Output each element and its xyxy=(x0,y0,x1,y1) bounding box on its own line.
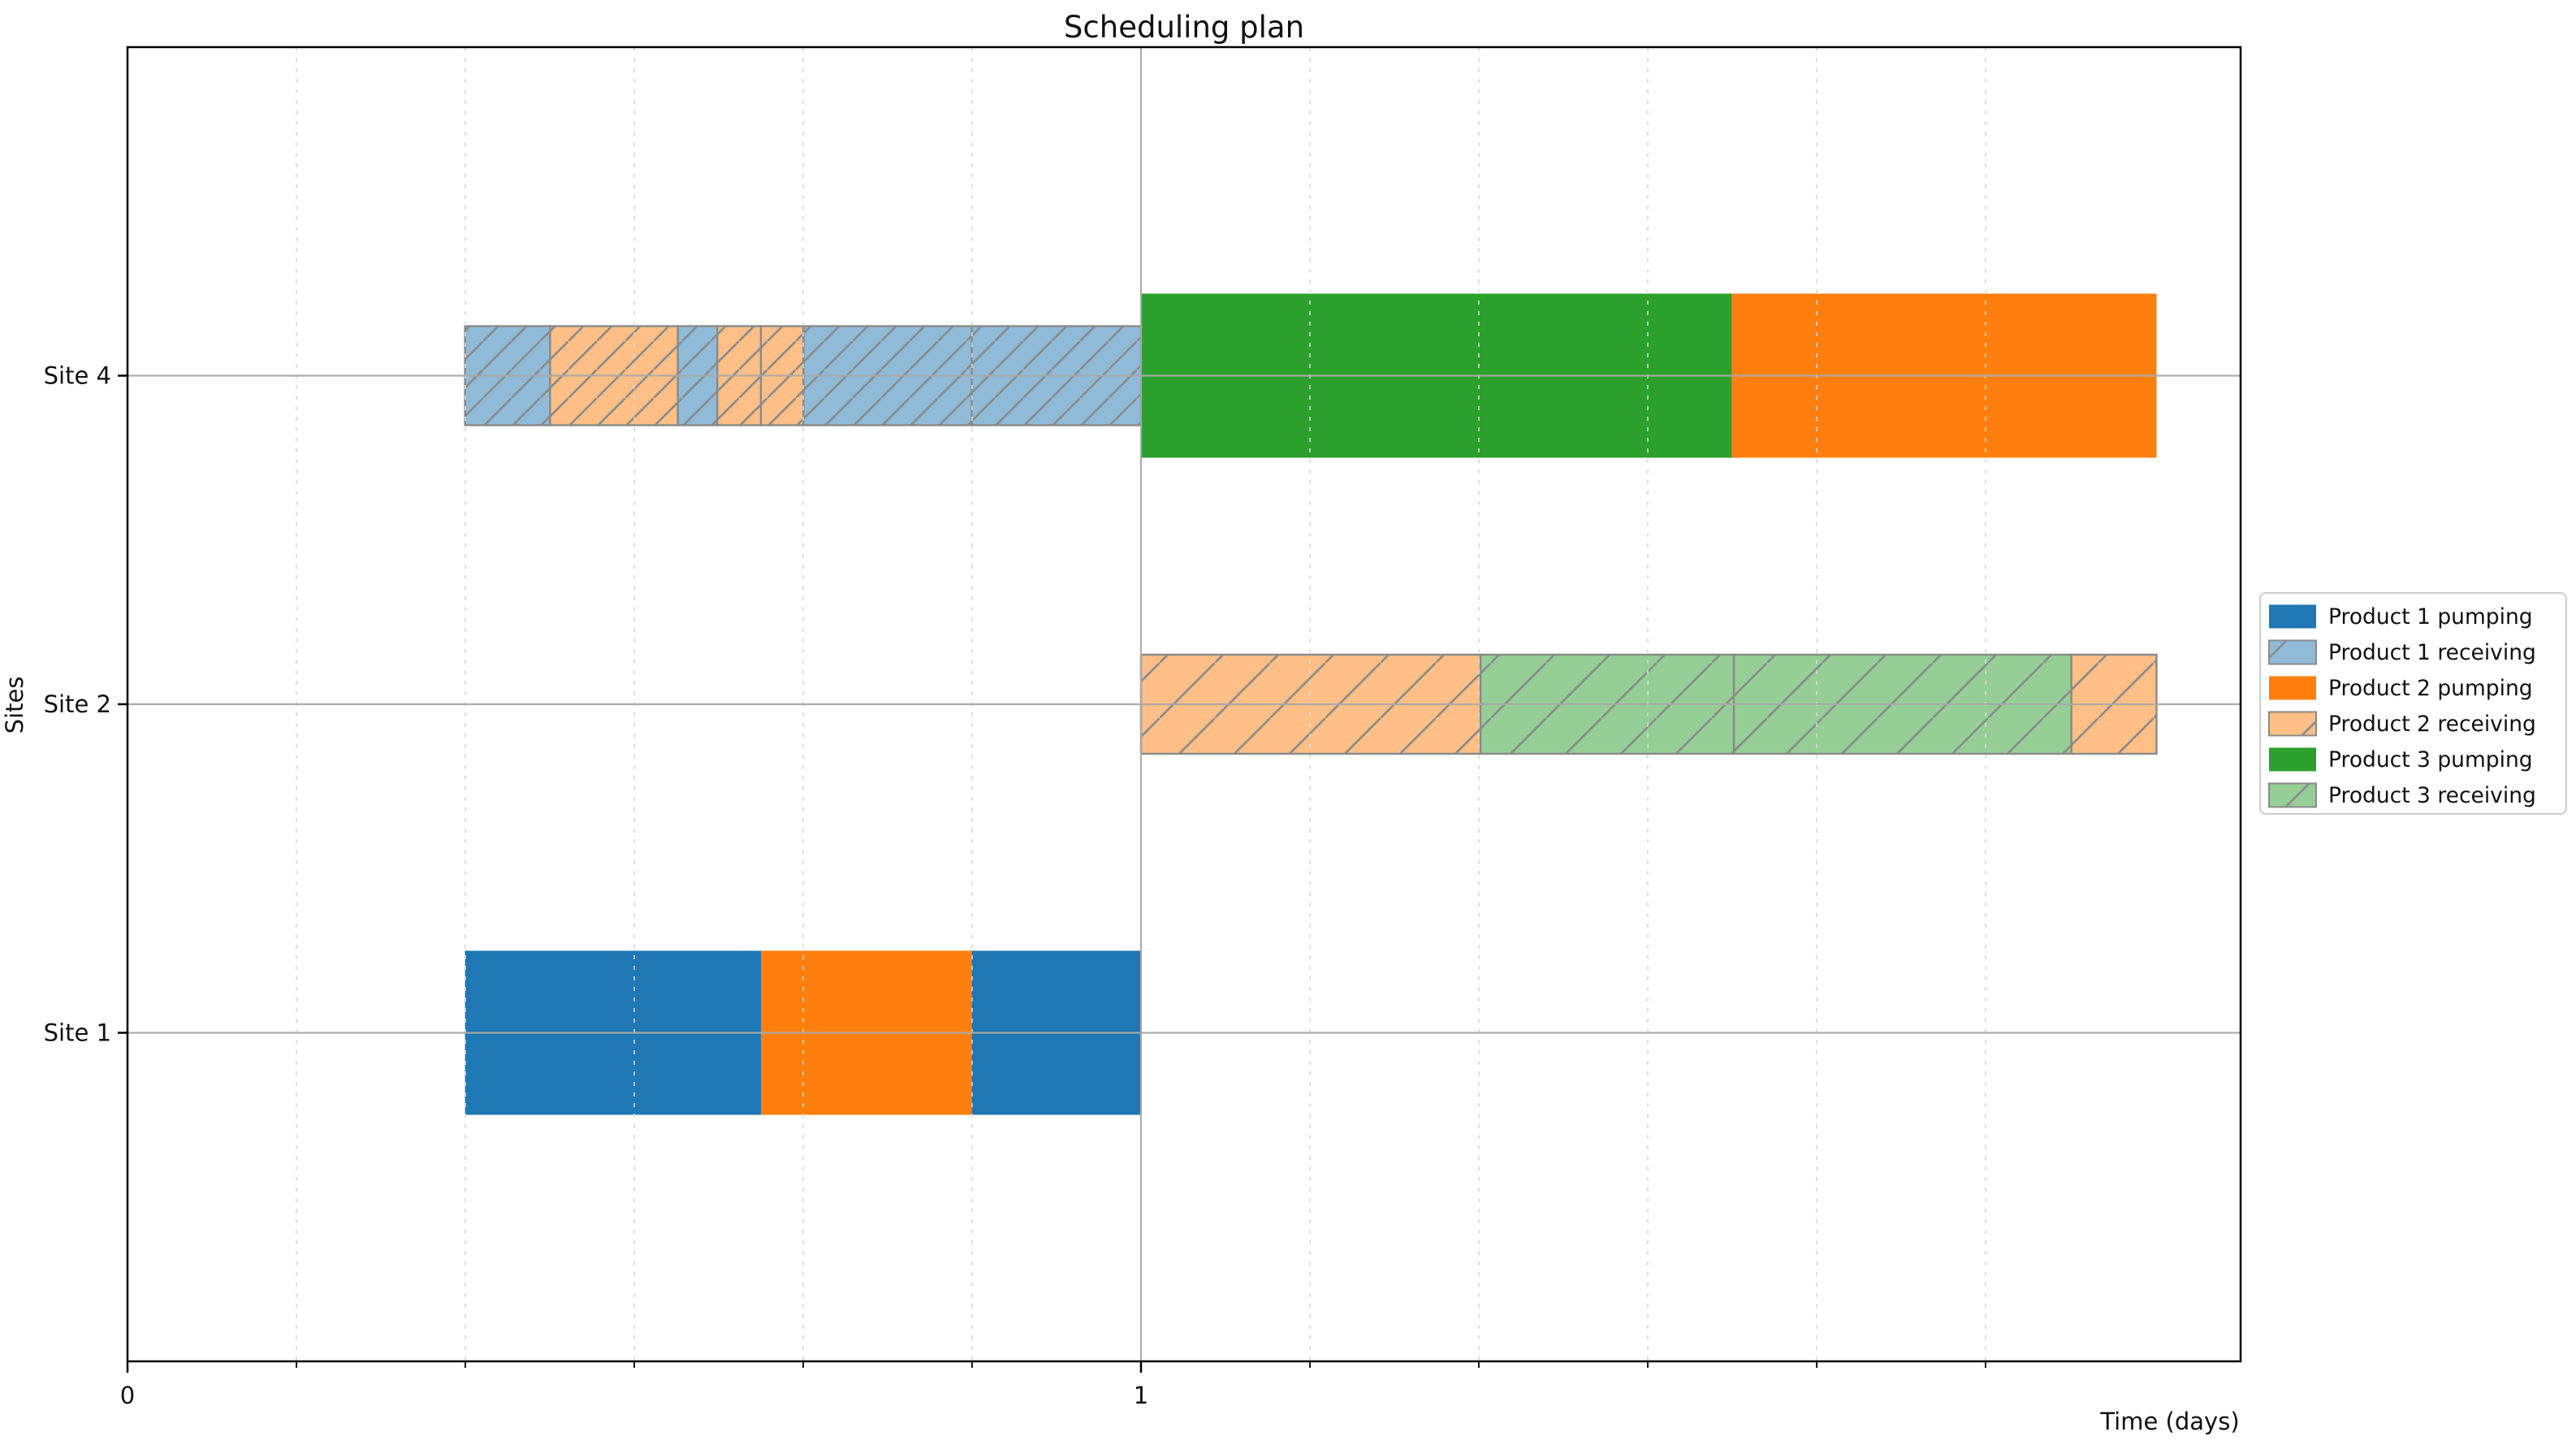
ticks-layer xyxy=(118,374,1986,1373)
chart-title: Scheduling plan xyxy=(1064,10,1304,45)
legend-item: Product 1 receiving xyxy=(2268,639,2536,665)
legend-item: Product 3 receiving xyxy=(2268,782,2536,808)
y-axis-label: Sites xyxy=(1,677,28,734)
y-tick-label: Site 2 xyxy=(44,690,111,718)
legend-swatch xyxy=(2269,676,2316,700)
x-axis-label: Time (days) xyxy=(2099,1408,2239,1435)
tick-labels-layer: 0 1 Site 4 Site 2 Site 1 xyxy=(44,362,1149,1410)
legend: Product 1 pumping Product 1 receiving Prod… xyxy=(2259,592,2567,815)
legend-label: Product 2 receiving xyxy=(2328,712,2536,737)
legend-swatch-hatch xyxy=(2268,782,2317,808)
y-tick-label: Site 4 xyxy=(44,362,111,390)
legend-label: Product 3 receiving xyxy=(2328,783,2536,808)
legend-swatch-hatch xyxy=(2268,711,2317,737)
legend-item: Product 1 pumping xyxy=(2269,604,2533,629)
legend-item: Product 2 receiving xyxy=(2268,711,2536,737)
legend-label: Product 3 pumping xyxy=(2328,747,2533,772)
x-tick-label: 1 xyxy=(1134,1382,1148,1409)
legend-swatch xyxy=(2269,747,2316,772)
grid-major-layer xyxy=(128,47,2241,1361)
legend-label: Product 2 pumping xyxy=(2328,676,2533,701)
legend-label: Product 1 pumping xyxy=(2328,604,2533,629)
x-tick-label: 0 xyxy=(120,1382,135,1409)
legend-swatch xyxy=(2269,604,2316,629)
legend-item: Product 2 pumping xyxy=(2269,676,2533,701)
legend-item: Product 3 pumping xyxy=(2269,747,2533,772)
legend-label: Product 1 receiving xyxy=(2328,640,2536,665)
legend-swatch-hatch xyxy=(2268,639,2317,665)
y-tick-label: Site 1 xyxy=(44,1019,111,1047)
legend-box xyxy=(2259,592,2567,815)
